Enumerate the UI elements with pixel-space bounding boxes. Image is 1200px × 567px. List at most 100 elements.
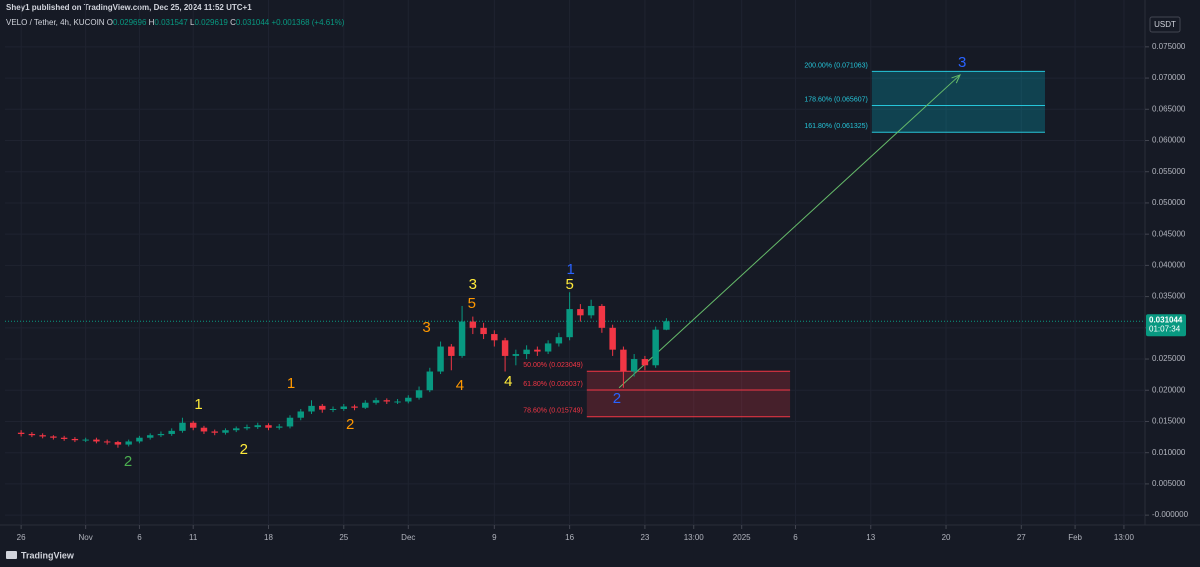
candle-body — [28, 433, 36, 436]
ohlc-value: 0.031547 — [154, 18, 188, 27]
candle-body — [544, 343, 552, 352]
candle-body — [103, 441, 111, 443]
y-tick-label: -0.000000 — [1152, 510, 1189, 519]
candle-body — [555, 337, 563, 344]
candle-body — [329, 408, 337, 410]
wave-label: 4 — [504, 373, 512, 390]
candle-body — [501, 340, 509, 356]
wave-label: 5 — [565, 276, 573, 293]
wave-label: 2 — [346, 416, 354, 433]
candle-body — [114, 442, 122, 445]
symbol-line: VELO / Tether, 4h, KUCOIN O0.029696 H0.0… — [6, 18, 345, 27]
x-tick-label: Nov — [79, 533, 93, 542]
fib-level-label: 61.80% (0.020037) — [523, 381, 583, 388]
x-tick-label: 18 — [264, 533, 273, 542]
x-tick-label: 25 — [339, 533, 348, 542]
candle-body — [222, 430, 229, 433]
ohlc-value: 0.029619 — [194, 18, 228, 27]
fib_extension-zone — [871, 71, 1045, 133]
brand[interactable]: TradingView — [6, 550, 75, 560]
wave-label: 5 — [468, 295, 476, 312]
candle-body — [233, 428, 240, 431]
y-tick-label: 0.055000 — [1152, 167, 1186, 176]
fib-level-label: 161.80% (0.061325) — [804, 123, 867, 130]
candle-body — [308, 405, 315, 412]
currency-box[interactable] — [1149, 16, 1181, 33]
x-tick-label: Dec — [401, 533, 415, 542]
candle-body — [319, 405, 326, 410]
wave-label: 2 — [613, 390, 621, 407]
candle-body — [372, 400, 380, 403]
candle-body — [437, 346, 444, 372]
candle-body — [286, 417, 294, 427]
candle-body — [663, 321, 670, 330]
last-price-label: 0.031044 — [1149, 315, 1183, 324]
drawings: 50.00% (0.023049) 61.80% (0.020037) 78.60%… — [5, 62, 1145, 418]
y-tick-label: 0.065000 — [1152, 104, 1186, 113]
y-tick-label: 0.005000 — [1152, 479, 1186, 488]
y-tick-label: 0.025000 — [1152, 354, 1186, 363]
candle-body — [458, 321, 466, 356]
candle-body — [243, 427, 251, 429]
grid — [5, 0, 1145, 525]
candle-body — [157, 433, 165, 436]
candle-body — [448, 346, 455, 356]
axes: VELO / Tether, 4h, KUCOIN O0.029696 H0.0… — [6, 18, 1189, 542]
candle-body — [125, 441, 132, 445]
ohlc-value: 0.029696 — [113, 18, 147, 27]
candle-body — [39, 435, 46, 437]
x-tick-label: 13 — [866, 533, 875, 542]
ohlc-key: O — [107, 18, 113, 27]
wave-label: 2 — [124, 453, 132, 470]
candle-body — [50, 436, 57, 438]
x-tick-label: 27 — [1017, 533, 1026, 542]
x-tick-label: 23 — [640, 533, 649, 542]
fib-level-label: 78.60% (0.015749) — [523, 408, 583, 415]
candle-body — [394, 401, 401, 403]
x-tick-label: 6 — [137, 533, 142, 542]
publish-title: Shey1 published on TradingView.com, Dec … — [6, 3, 252, 12]
candle-body — [146, 435, 154, 438]
ohlc-value: 0.031044 — [236, 18, 270, 27]
fib_retracement-zone — [586, 371, 791, 417]
candle-body — [340, 406, 347, 409]
candle-body — [200, 427, 208, 432]
candle-body — [620, 349, 627, 372]
candle-body — [523, 349, 530, 355]
candle-body — [641, 359, 649, 366]
projection-arrow — [618, 74, 961, 389]
y-tick-label: 0.060000 — [1152, 136, 1186, 145]
candle-body — [415, 390, 423, 398]
candle-body — [512, 354, 520, 356]
brand-name: TradingView — [21, 550, 75, 560]
candle-body — [168, 430, 175, 434]
currency-label[interactable]: USDT — [1154, 20, 1176, 29]
wave-label: 3 — [958, 54, 966, 71]
candle-body — [71, 438, 79, 441]
candle-body — [179, 422, 186, 431]
y-tick-label: 0.020000 — [1152, 385, 1186, 394]
last-price-tag — [1146, 314, 1186, 337]
candle-body — [254, 425, 261, 428]
x-tick-label: 20 — [942, 533, 951, 542]
y-tick-label: 0.045000 — [1152, 229, 1186, 238]
candle-body — [265, 425, 272, 428]
candle-body — [469, 321, 477, 328]
x-tick-label: 13:00 — [1114, 533, 1135, 542]
ohlc-key: L — [190, 18, 195, 27]
candle-body — [189, 422, 197, 428]
x-tick-label: 11 — [189, 533, 198, 542]
x-tick-label: 16 — [565, 533, 574, 542]
candle-body — [211, 431, 218, 433]
candle-body — [566, 309, 573, 338]
candle-body — [362, 402, 369, 408]
y-tick-label: 0.075000 — [1152, 42, 1186, 51]
candle-body — [480, 327, 487, 335]
candle-body — [82, 439, 89, 441]
y-tick-label: 0.015000 — [1152, 417, 1186, 426]
y-tick-label: 0.035000 — [1152, 292, 1186, 301]
